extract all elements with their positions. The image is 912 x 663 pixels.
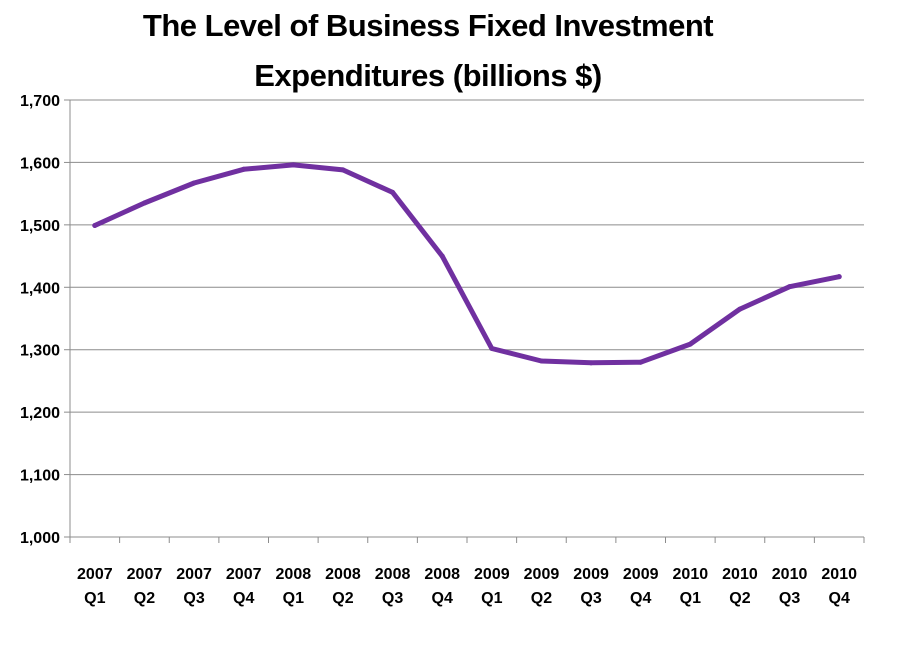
data-point xyxy=(687,341,693,347)
x-tick-label-quarter: Q4 xyxy=(233,590,254,607)
x-tick-label-quarter: Q4 xyxy=(630,590,651,607)
x-tick-label-year: 2009 xyxy=(623,566,659,583)
x-tick-label-quarter: Q3 xyxy=(382,590,403,607)
data-point xyxy=(191,180,197,186)
x-tick-label-quarter: Q3 xyxy=(779,590,800,607)
x-tick-label-year: 2009 xyxy=(474,566,510,583)
x-tick-label-year: 2010 xyxy=(821,566,857,583)
y-tick-label: 1,200 xyxy=(20,405,60,422)
data-point xyxy=(141,200,147,206)
series-line xyxy=(92,162,842,366)
chart-title-line-1: The Level of Business Fixed Investment xyxy=(142,8,714,43)
data-point xyxy=(439,253,445,259)
x-tick-label-quarter: Q1 xyxy=(84,590,105,607)
y-tick-label: 1,300 xyxy=(20,343,60,360)
chart-title-line-2: Expenditures (billions $) xyxy=(254,58,602,93)
data-point xyxy=(638,359,644,365)
x-tick-label-quarter: Q1 xyxy=(283,590,304,607)
data-point xyxy=(737,306,743,312)
x-tick-label-quarter: Q2 xyxy=(134,590,155,607)
x-tick-label-quarter: Q2 xyxy=(531,590,552,607)
x-tick-label-quarter: Q4 xyxy=(432,590,453,607)
x-tick-label-quarter: Q2 xyxy=(729,590,750,607)
y-tick-label: 1,700 xyxy=(20,93,60,110)
y-tick-label: 1,500 xyxy=(20,218,60,235)
x-tick-label-quarter: Q3 xyxy=(580,590,601,607)
x-tick-label-year: 2009 xyxy=(573,566,609,583)
x-tick-label-quarter: Q1 xyxy=(680,590,701,607)
x-tick-label-year: 2008 xyxy=(375,566,411,583)
data-point xyxy=(340,167,346,173)
x-tick-label-year: 2008 xyxy=(424,566,460,583)
data-point xyxy=(489,345,495,351)
x-tick-label-year: 2010 xyxy=(722,566,758,583)
x-tick-label-quarter: Q1 xyxy=(481,590,502,607)
data-point xyxy=(588,360,594,366)
data-point xyxy=(390,189,396,195)
data-point xyxy=(538,358,544,364)
y-tick-label: 1,000 xyxy=(20,530,60,547)
data-point xyxy=(92,222,98,228)
data-point xyxy=(241,166,247,172)
x-tick-label-quarter: Q2 xyxy=(332,590,353,607)
x-tick-label-year: 2007 xyxy=(176,566,212,583)
x-tick-label-year: 2007 xyxy=(226,566,262,583)
x-tick-label-year: 2008 xyxy=(325,566,361,583)
y-tick-label: 1,100 xyxy=(20,468,60,485)
x-tick-label-year: 2007 xyxy=(127,566,163,583)
y-tick-label: 1,600 xyxy=(20,155,60,172)
data-point xyxy=(836,274,842,280)
y-tick-label: 1,400 xyxy=(20,280,60,297)
x-tick-label-year: 2007 xyxy=(77,566,113,583)
data-point xyxy=(787,284,793,290)
x-tick-label-year: 2009 xyxy=(524,566,560,583)
x-tick-label-quarter: Q4 xyxy=(829,590,850,607)
x-tick-label-year: 2010 xyxy=(772,566,808,583)
data-point xyxy=(290,162,296,168)
x-tick-label-year: 2010 xyxy=(673,566,709,583)
x-tick-label-quarter: Q3 xyxy=(183,590,204,607)
x-tick-label-year: 2008 xyxy=(276,566,312,583)
